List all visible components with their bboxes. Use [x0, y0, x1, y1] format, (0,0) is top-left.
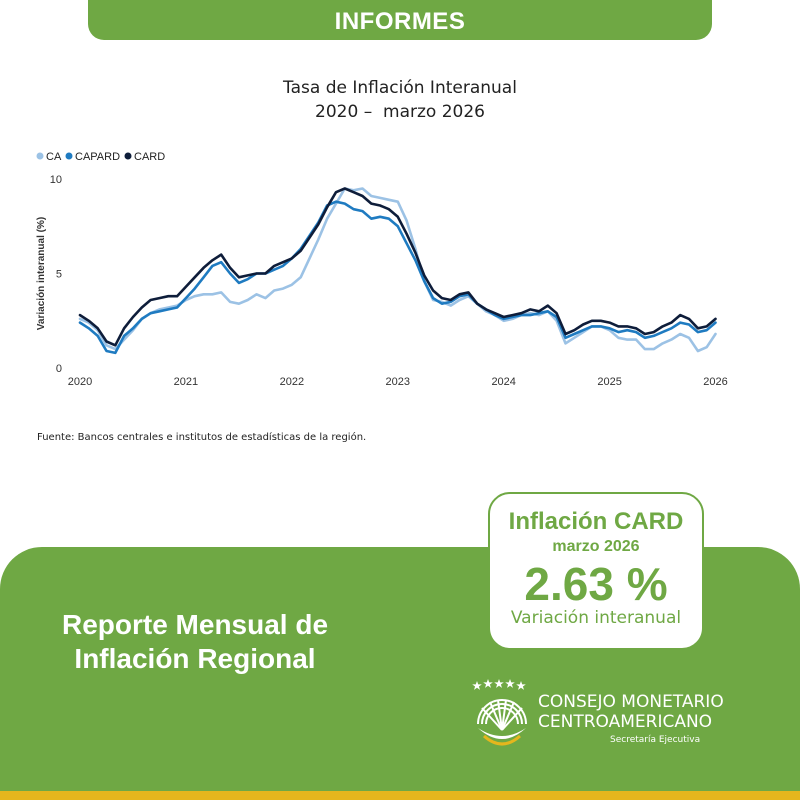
x-tick-label: 2025	[597, 376, 621, 388]
inflation-line-chart: CA CAPARD CARD 0 5 10 Variación interanual (%…	[36, 151, 728, 388]
x-tick-label: 2020	[68, 376, 92, 388]
y-axis-label: Variación interanual (%)	[36, 217, 47, 330]
cmca-logo: CONSEJO MONETARIO CENTROAMERICANO Secret…	[468, 678, 788, 758]
source-note: Fuente: Bancos centrales e institutos de…	[37, 432, 367, 443]
y-tick-label: 5	[56, 269, 62, 281]
chart-legend: CA CAPARD CARD	[36, 151, 165, 163]
logo-line3: Secretaría Ejecutiva	[610, 735, 701, 745]
cmca-emblem-icon	[472, 679, 527, 746]
report-title-line1: Reporte Mensual de	[61, 609, 329, 640]
x-tick-label: 2022	[280, 376, 304, 388]
legend-label-capard: CAPARD	[75, 151, 120, 163]
report-title-line2: Inflación Regional	[74, 643, 316, 674]
chart-title: Tasa de Inflación Interanual	[283, 78, 517, 98]
logo-line1: CONSEJO MONETARIO	[538, 692, 724, 712]
legend-label-card: CARD	[134, 151, 165, 163]
series-line-capard	[78, 200, 717, 355]
card-value: 2.63 %	[524, 558, 668, 610]
bottom-stripe	[0, 791, 800, 800]
chart-series-group	[78, 187, 717, 355]
chart-title-block: Tasa de Inflación Interanual 2020 – marz…	[0, 76, 800, 124]
chart-subtitle: 2020 – marzo 2026	[315, 102, 485, 122]
card-month: marzo 2026	[552, 538, 640, 555]
y-tick-label: 10	[50, 174, 62, 186]
card-label: Variación interanual	[510, 608, 682, 628]
card-heading: Inflación CARD	[508, 508, 684, 535]
x-tick-label: 2021	[174, 376, 198, 388]
y-tick-label: 0	[56, 363, 62, 375]
x-tick-label: 2024	[491, 376, 515, 388]
legend-marker-ca	[36, 152, 44, 160]
logo-line2: CENTROAMERICANO	[538, 712, 713, 732]
x-tick-label: 2026	[703, 376, 727, 388]
x-tick-label: 2023	[386, 376, 410, 388]
header-banner: INFORMES	[88, 0, 712, 40]
series-line-card	[78, 187, 717, 347]
banner-title: INFORMES	[334, 8, 466, 35]
legend-marker-capard	[65, 152, 73, 160]
chart-axes: 0 5 10 Variación interanual (%) 2020 2021 2022…	[36, 174, 728, 388]
card-inflation-box: Inflación CARD marzo 2026 2.63 % Variaci…	[488, 492, 704, 650]
report-title: Reporte Mensual de Inflación Regional	[20, 608, 370, 676]
legend-label-ca: CA	[46, 151, 62, 163]
legend-marker-card	[124, 152, 132, 160]
